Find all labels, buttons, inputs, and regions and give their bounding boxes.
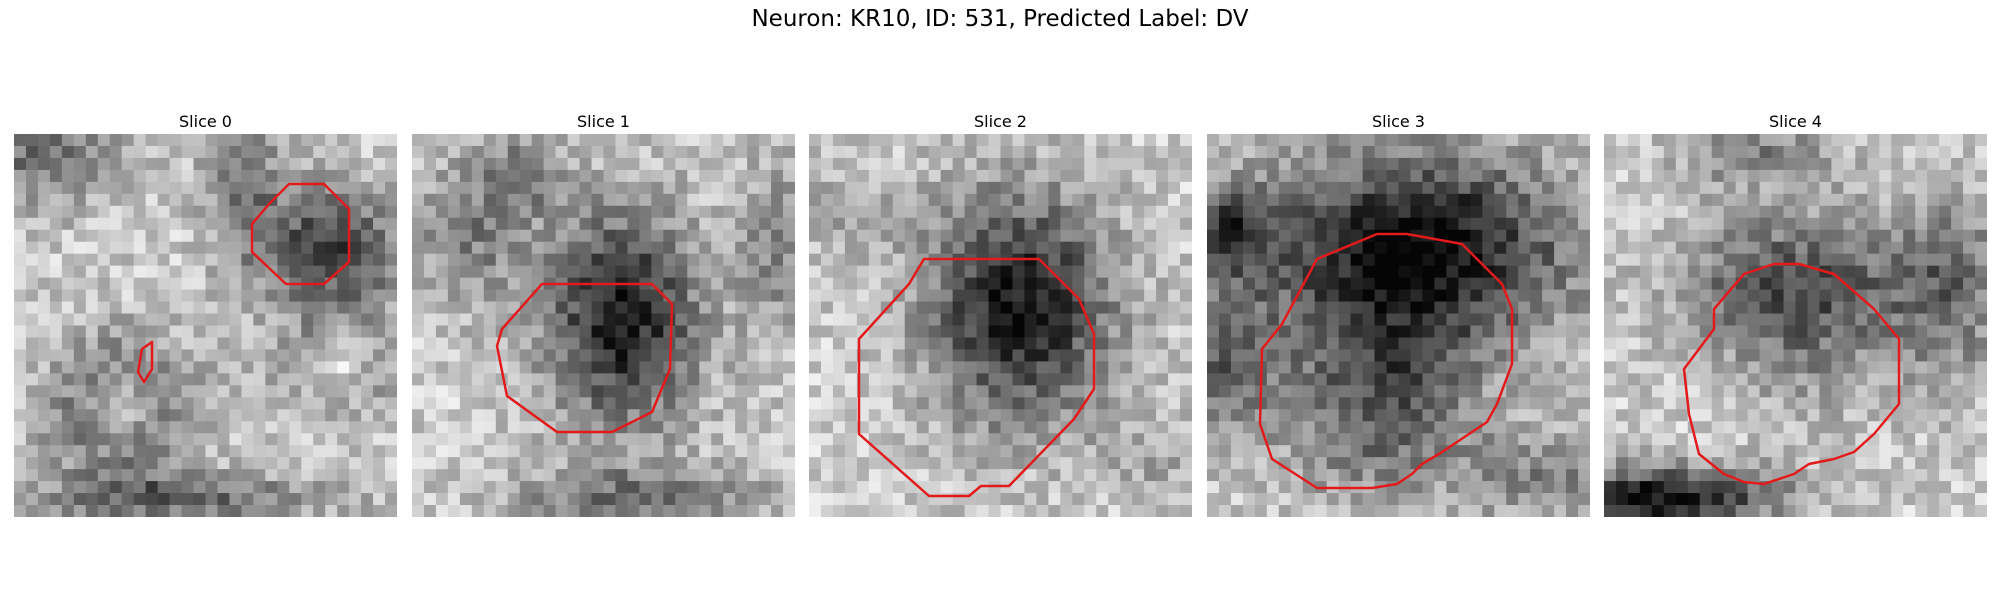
slice-title: Slice 1 xyxy=(577,112,630,131)
roi-outline xyxy=(857,257,1096,498)
grayscale-microscopy-image xyxy=(809,134,1192,517)
roi-outline xyxy=(495,282,674,434)
slice-image xyxy=(14,134,397,517)
slice-title: Slice 0 xyxy=(179,112,232,131)
slice-panel-1: Slice 1 xyxy=(412,112,795,517)
slice-image xyxy=(1207,134,1590,517)
roi-outline xyxy=(1682,262,1901,486)
slice-title: Slice 2 xyxy=(974,112,1027,131)
slice-panel-0: Slice 0 xyxy=(14,112,397,517)
roi-outline-1 xyxy=(136,340,154,384)
slice-title: Slice 4 xyxy=(1769,112,1822,131)
grayscale-microscopy-image xyxy=(412,134,795,517)
slice-panel-2: Slice 2 xyxy=(809,112,1192,517)
grayscale-microscopy-image xyxy=(1604,134,1987,517)
roi-outline xyxy=(1258,232,1514,490)
figure-title: Neuron: KR10, ID: 531, Predicted Label: … xyxy=(751,6,1249,32)
slice-panel-3: Slice 3 xyxy=(1207,112,1590,517)
slice-image xyxy=(1604,134,1987,517)
grayscale-microscopy-image xyxy=(14,134,397,517)
slice-panel-4: Slice 4 xyxy=(1604,112,1987,517)
slice-image xyxy=(412,134,795,517)
grayscale-microscopy-image xyxy=(1207,134,1590,517)
roi-outline xyxy=(250,182,351,286)
slice-title: Slice 3 xyxy=(1372,112,1425,131)
slice-image xyxy=(809,134,1192,517)
